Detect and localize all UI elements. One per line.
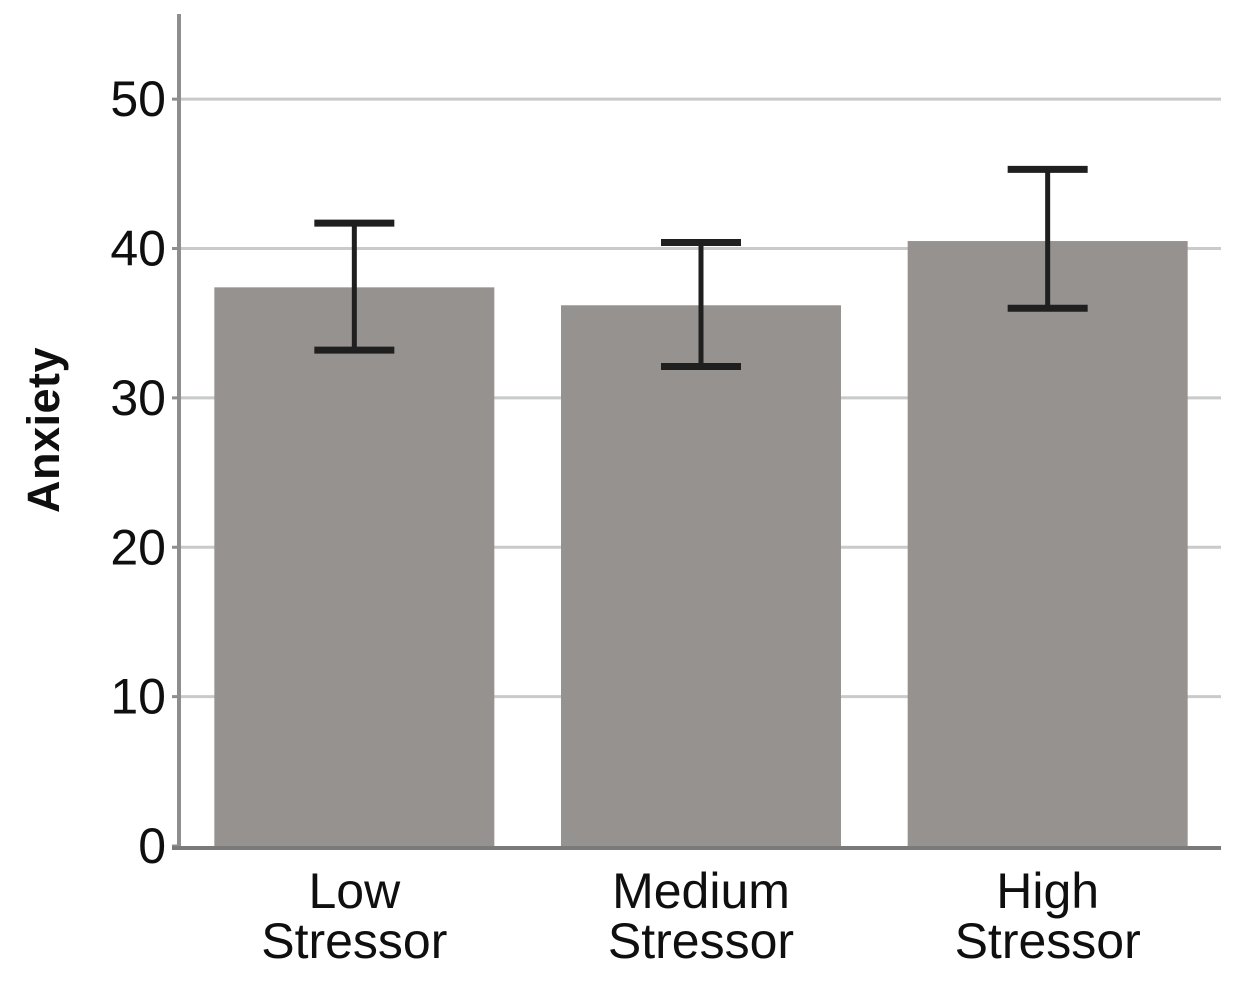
x-category-label: Stressor [955,913,1141,969]
y-tick-label: 50 [110,71,166,127]
y-tick-label: 10 [110,669,166,725]
bar [907,241,1188,847]
x-category-label: Stressor [608,913,794,969]
y-tick-label: 40 [110,221,166,277]
x-category-label: Low [308,863,401,919]
bar [561,305,841,847]
y-tick-label: 20 [110,519,166,575]
y-tick-label: 30 [110,370,166,426]
x-category-label: High [996,863,1099,919]
y-tick-label: 0 [138,818,166,874]
y-axis-title: Anxiety [18,346,69,514]
bar [214,287,495,846]
x-category-label: Medium [612,863,790,919]
x-category-label: Stressor [261,913,447,969]
